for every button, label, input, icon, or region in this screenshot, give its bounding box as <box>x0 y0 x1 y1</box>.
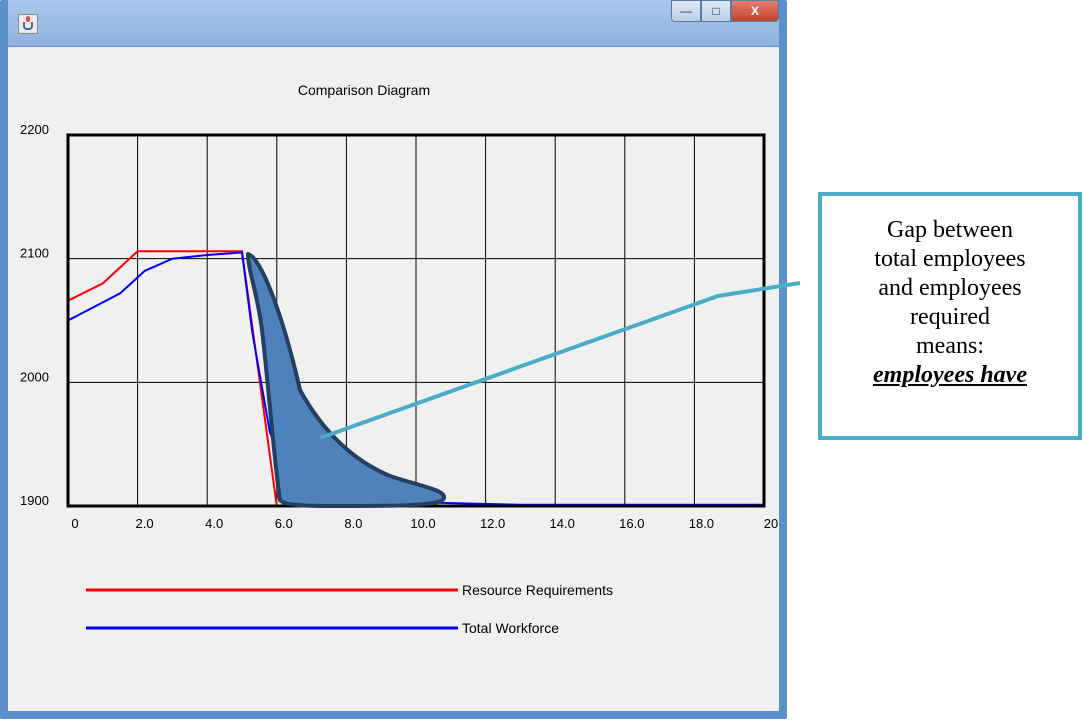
x-tick-label: 12.0 <box>480 516 505 531</box>
title-bar[interactable]: — □ X <box>8 0 779 47</box>
x-tick-label: 16.0 <box>619 516 644 531</box>
chart-title: Comparison Diagram <box>298 82 430 98</box>
java-steam-icon <box>26 16 30 22</box>
gap-highlight <box>246 252 446 508</box>
window-controls: — □ X <box>671 0 779 24</box>
x-tick-label: 0 <box>71 516 78 531</box>
java-app-icon[interactable] <box>18 14 38 34</box>
legend-label: Resource Requirements <box>462 582 613 598</box>
x-tick-label: 4.0 <box>205 516 223 531</box>
callout-line-4: required <box>910 304 990 330</box>
maximize-icon: □ <box>712 4 720 18</box>
y-tick-label: 2000 <box>20 369 49 384</box>
x-tick-label: 6.0 <box>275 516 293 531</box>
x-tick-label: 10.0 <box>410 516 435 531</box>
java-cup-icon <box>23 22 33 30</box>
callout-box: Gap between total employees and employee… <box>818 192 1082 440</box>
x-tick-label: 14.0 <box>550 516 575 531</box>
minimize-button[interactable]: — <box>671 0 701 22</box>
callout-line-3: and employees <box>878 275 1022 301</box>
callout-line-2: total employees <box>874 246 1026 272</box>
y-tick-label: 1900 <box>20 493 49 508</box>
y-tick-label: 2100 <box>20 246 49 261</box>
callout-connector <box>319 281 801 440</box>
x-tick-label: 20 <box>764 516 778 531</box>
callout-line-5: means: <box>916 333 984 359</box>
maximize-button[interactable]: □ <box>701 0 731 22</box>
app-window: — □ X <box>0 0 787 719</box>
y-tick-label: 2200 <box>20 122 49 137</box>
callout-emphasis: employees have <box>873 362 1027 388</box>
minimize-icon: — <box>680 4 692 18</box>
close-button[interactable]: X <box>731 0 779 22</box>
x-tick-label: 2.0 <box>136 516 154 531</box>
series-line-2 <box>67 251 764 506</box>
x-tick-label: 18.0 <box>689 516 714 531</box>
x-tick-label: 8.0 <box>344 516 362 531</box>
callout-line-1: Gap between <box>887 217 1013 243</box>
legend-label: Total Workforce <box>462 620 559 636</box>
close-icon: X <box>750 4 759 18</box>
